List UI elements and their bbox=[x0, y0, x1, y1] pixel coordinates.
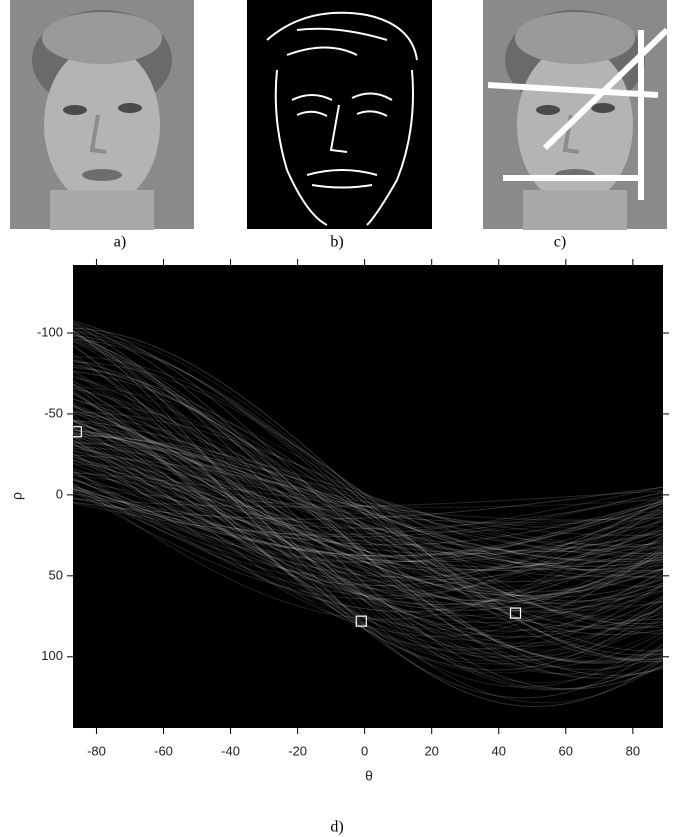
image-c bbox=[483, 0, 667, 230]
y-tick-label: -50 bbox=[44, 405, 63, 420]
y-tick-label: 100 bbox=[41, 648, 63, 663]
x-tick-label: -40 bbox=[221, 743, 240, 758]
x-axis-label: θ bbox=[365, 768, 373, 784]
x-tick-label: -60 bbox=[154, 743, 173, 758]
x-tick-label: -80 bbox=[87, 743, 106, 758]
figure: a) b) c) d) θ ρ -80 -60 -40 -20 0 20 40 60 80 -10… bbox=[0, 0, 676, 837]
x-tick-label: 40 bbox=[492, 743, 506, 758]
x-tick-label: -20 bbox=[288, 743, 307, 758]
x-tick-label: 80 bbox=[626, 743, 640, 758]
caption: d) bbox=[330, 819, 343, 836]
y-tick-label: -100 bbox=[37, 324, 63, 339]
caption: a) bbox=[114, 234, 126, 251]
y-tick-label: 0 bbox=[56, 486, 63, 501]
caption: c) bbox=[554, 234, 566, 251]
peak-marker bbox=[61, 352, 71, 362]
caption: b) bbox=[330, 234, 343, 251]
y-tick-label: 50 bbox=[49, 567, 63, 582]
image-a bbox=[10, 0, 194, 230]
x-tick-label: 20 bbox=[424, 743, 438, 758]
x-tick-label: 60 bbox=[559, 743, 573, 758]
x-tick-label: 0 bbox=[361, 743, 368, 758]
y-axis-label: ρ bbox=[9, 492, 25, 500]
image-b bbox=[247, 0, 432, 229]
